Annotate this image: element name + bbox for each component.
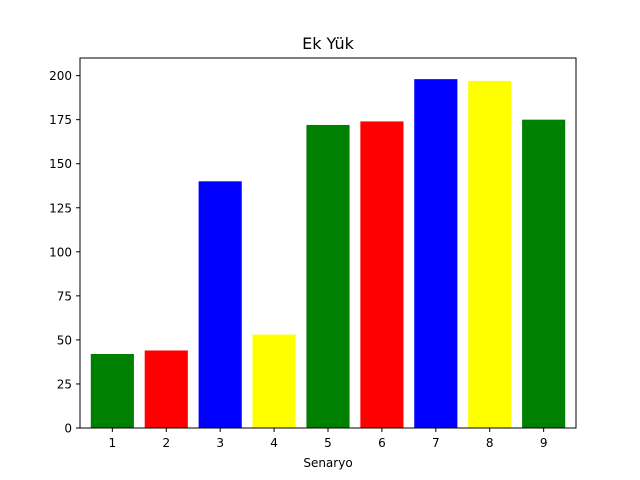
bar-5 — [306, 124, 350, 428]
bar-4 — [252, 334, 296, 428]
y-tick-label: 150 — [49, 157, 72, 171]
y-tick-label: 100 — [49, 245, 72, 259]
y-tick-label: 0 — [64, 422, 72, 436]
bars-group — [90, 79, 566, 429]
bar-2 — [144, 350, 188, 428]
bar-6 — [360, 121, 404, 429]
bar-7 — [414, 79, 458, 428]
x-tick-label: 4 — [270, 436, 278, 450]
bar-1 — [90, 354, 134, 428]
x-tick-label: 8 — [486, 436, 494, 450]
y-tick-label: 200 — [49, 69, 72, 83]
y-tick-label: 75 — [57, 289, 72, 303]
y-tick-label: 175 — [49, 113, 72, 127]
y-axis-ticks: 0 25 50 75 100 125 150 175 200 — [49, 69, 80, 436]
x-tick-label: 9 — [540, 436, 548, 450]
bar-8 — [468, 80, 512, 429]
y-tick-label: 25 — [57, 377, 72, 391]
x-axis-label: Senaryo — [303, 456, 352, 470]
x-tick-label: 1 — [109, 436, 117, 450]
x-tick-label: 2 — [162, 436, 170, 450]
y-tick-label: 50 — [57, 333, 72, 347]
bar-9 — [522, 119, 566, 429]
y-tick-label: 125 — [49, 201, 72, 215]
chart-title: Ek Yük — [302, 34, 355, 53]
x-tick-label: 6 — [378, 436, 386, 450]
x-tick-label: 3 — [216, 436, 224, 450]
x-axis-ticks: 1 2 3 4 5 6 7 8 9 — [109, 428, 548, 450]
x-tick-label: 7 — [432, 436, 440, 450]
bar-3 — [198, 181, 242, 428]
x-tick-label: 5 — [324, 436, 332, 450]
plot-area-frame — [79, 57, 577, 429]
